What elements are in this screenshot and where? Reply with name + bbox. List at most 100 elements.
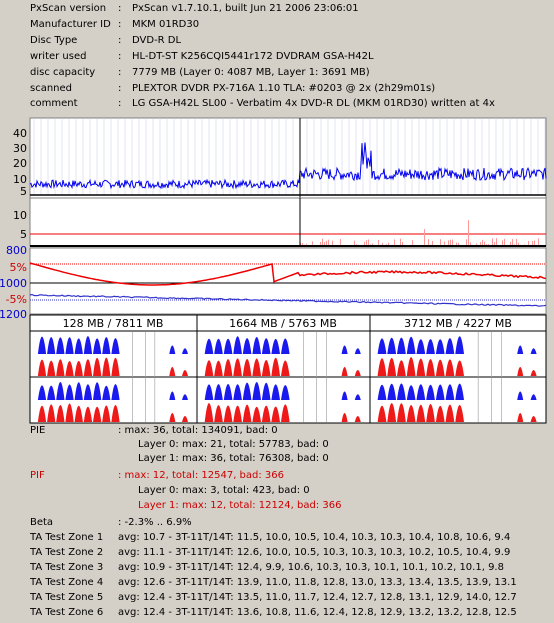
info-label: Disc Type bbox=[30, 35, 78, 46]
info-separator: : bbox=[118, 19, 122, 30]
ta-zone-header: 3712 MB / 4227 MB bbox=[404, 317, 512, 330]
pif-bar bbox=[412, 240, 413, 246]
pif-bar bbox=[394, 239, 395, 246]
ta-peak bbox=[455, 383, 464, 400]
ta-peak bbox=[377, 338, 387, 354]
ta-peak bbox=[397, 383, 406, 400]
pie-curve bbox=[29, 142, 547, 190]
ta-peak bbox=[281, 404, 290, 422]
ta-peak bbox=[261, 382, 271, 400]
ta-peak bbox=[169, 367, 176, 376]
pif-bar bbox=[488, 243, 489, 246]
ta-peak bbox=[406, 336, 416, 354]
pif-bar bbox=[312, 241, 313, 246]
ta-peak bbox=[204, 384, 214, 400]
pif-bar bbox=[512, 239, 513, 246]
pif-bar bbox=[324, 242, 325, 246]
pif-bar bbox=[466, 239, 467, 246]
info-value: DVD-R DL bbox=[132, 35, 182, 46]
pif-bar bbox=[440, 239, 441, 246]
pif-bar bbox=[372, 243, 373, 246]
ta-peak bbox=[435, 359, 445, 376]
ta-peak bbox=[233, 384, 242, 400]
pie-axis-label: 10 bbox=[13, 173, 27, 186]
pif-axis-label: 5 bbox=[20, 228, 27, 241]
ta-peak bbox=[397, 360, 406, 376]
stat-value: avg: 12.4 - 3T-11T/14T: 13.6, 10.8, 11.6… bbox=[118, 607, 517, 618]
scan-statistics: PIE: max: 36, total: 134091, bad: 0 Laye… bbox=[0, 424, 554, 623]
jitter-curve bbox=[29, 262, 547, 286]
stat-value: avg: 11.1 - 3T-11T/14T: 12.6, 10.0, 10.5… bbox=[118, 547, 511, 558]
ta-peak bbox=[426, 403, 435, 422]
ta-peak bbox=[354, 416, 361, 422]
pif-bar bbox=[484, 241, 485, 246]
ta-peak bbox=[397, 403, 406, 422]
ta-peak bbox=[445, 359, 455, 376]
info-label: scanned bbox=[30, 83, 73, 94]
pif-bar bbox=[428, 239, 429, 246]
pif-bar bbox=[432, 240, 433, 246]
info-value: HL-DT-ST K256CQI5441r172 DVDRAM GSA-H42L bbox=[132, 51, 374, 62]
ta-peak bbox=[223, 338, 233, 354]
pif-bar bbox=[306, 243, 307, 246]
pif-bar bbox=[354, 240, 355, 246]
ta-peak bbox=[455, 405, 464, 422]
ta-peak bbox=[102, 385, 111, 400]
ta-peak bbox=[416, 404, 426, 422]
ta-zone-header: 1664 MB / 5763 MB bbox=[229, 317, 337, 330]
stat-label: TA Test Zone 5 bbox=[30, 592, 104, 603]
ta-peak bbox=[102, 357, 111, 376]
stat-value: avg: 10.9 - 3T-11T/14T: 12.4, 9.9, 10.6,… bbox=[118, 562, 504, 573]
stat-label: PIF bbox=[30, 470, 45, 481]
ta-peak bbox=[252, 406, 261, 422]
pif-bar bbox=[496, 238, 497, 246]
ta-peak bbox=[93, 382, 102, 400]
ta-peak bbox=[93, 357, 102, 376]
info-separator: : bbox=[118, 83, 122, 94]
pif-bar bbox=[516, 238, 517, 246]
ta-peak bbox=[111, 384, 120, 400]
ta-peak bbox=[271, 406, 280, 422]
ta-peak bbox=[416, 384, 426, 400]
ta-peak bbox=[445, 338, 455, 354]
stat-value: avg: 12.6 - 3T-11T/14T: 13.9, 11.0, 11.8… bbox=[118, 577, 517, 588]
ta-peak bbox=[37, 405, 47, 422]
ta-peak bbox=[517, 345, 524, 354]
beta-curve bbox=[29, 293, 547, 307]
ta-peak bbox=[93, 406, 102, 422]
pif-bar bbox=[532, 241, 533, 246]
pif-axis-label: 10 bbox=[13, 209, 27, 222]
ta-peak bbox=[445, 384, 455, 400]
stat-value: Layer 0: max: 21, total: 57783, bad: 0 bbox=[138, 439, 329, 450]
pie-plot: 40 30 20 10 5 bbox=[13, 117, 547, 199]
stat-label: PIE bbox=[30, 425, 46, 436]
pif-bar bbox=[494, 242, 495, 246]
ta-peak bbox=[102, 405, 111, 422]
ta-peak bbox=[93, 338, 102, 354]
ta-peak bbox=[435, 339, 445, 354]
ta-peak bbox=[182, 370, 188, 376]
ta-peak bbox=[242, 359, 252, 376]
ta-peak bbox=[281, 338, 290, 354]
ta-peak bbox=[56, 382, 65, 400]
jitter-axis-label: 1000 bbox=[0, 277, 27, 290]
pif-bar bbox=[366, 240, 367, 246]
pif-bar bbox=[448, 240, 449, 246]
pif-plot-area bbox=[29, 197, 547, 247]
pif-bar bbox=[378, 239, 379, 246]
ta-peak bbox=[426, 339, 435, 354]
stat-label: Beta bbox=[30, 517, 54, 528]
ta-peak bbox=[387, 357, 397, 376]
ta-peak bbox=[223, 359, 233, 376]
pif-bar bbox=[510, 241, 511, 246]
info-value: 7779 MB (Layer 0: 4087 MB, Layer 1: 3691… bbox=[132, 67, 370, 78]
ta-peak bbox=[83, 336, 93, 354]
ta-peak bbox=[242, 338, 252, 354]
ta-peak bbox=[56, 359, 65, 376]
ta-peak bbox=[416, 358, 426, 376]
ta-peak bbox=[242, 404, 252, 422]
ta-peak bbox=[182, 416, 188, 422]
info-label: comment bbox=[30, 98, 78, 109]
ta-peak bbox=[445, 404, 455, 422]
ta-peak bbox=[354, 370, 361, 376]
